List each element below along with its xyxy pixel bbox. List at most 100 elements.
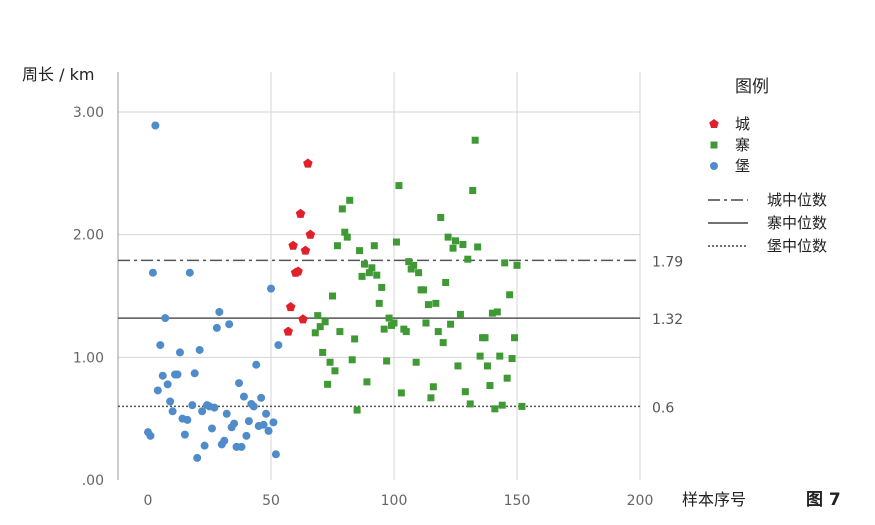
data-point-square xyxy=(395,182,403,190)
reference-lines: 1.79 1.32 0.6 xyxy=(118,254,683,416)
data-point-square xyxy=(503,374,511,382)
y-tick-label: 1.00 xyxy=(73,350,104,366)
data-point-circle xyxy=(173,370,182,379)
data-point-circle xyxy=(198,407,207,416)
data-point-square xyxy=(424,301,432,309)
data-point-square xyxy=(378,283,386,291)
data-point-square xyxy=(456,310,464,318)
legend-line-label: 堡中位数 xyxy=(767,237,827,255)
reference-line-label: 0.6 xyxy=(652,400,674,416)
data-point-circle xyxy=(271,450,280,459)
data-point-circle xyxy=(146,431,155,440)
axis-layer: .00 1.00 2.00 3.00 0 50 100 150 200 xyxy=(73,72,653,509)
data-point-pentagon xyxy=(285,302,296,312)
data-point-square xyxy=(444,233,452,241)
legend-line-label: 寨中位数 xyxy=(767,214,827,232)
legend-label: 寨 xyxy=(735,136,750,154)
x-tick-label: 0 xyxy=(144,493,153,509)
data-point-circle xyxy=(244,417,253,426)
data-point-circle xyxy=(225,320,234,329)
data-point-pentagon xyxy=(295,208,306,218)
data-point-square xyxy=(311,329,319,337)
legend-label: 堡 xyxy=(735,157,750,175)
legend-marker xyxy=(709,119,719,129)
data-point-pentagon xyxy=(288,240,298,250)
legend-label: 城 xyxy=(735,115,750,133)
data-point-square xyxy=(498,401,506,409)
data-point-square xyxy=(415,269,423,277)
data-point-circle xyxy=(168,407,177,416)
data-point-square xyxy=(471,136,479,144)
data-point-square xyxy=(385,314,393,322)
data-point-square xyxy=(370,242,378,250)
data-point-square xyxy=(488,309,496,317)
data-point-square xyxy=(346,196,354,204)
data-point-square xyxy=(410,261,418,269)
data-point-square xyxy=(373,271,381,279)
data-point-square xyxy=(476,352,484,360)
data-point-square xyxy=(427,394,435,402)
data-point-circle xyxy=(235,379,244,388)
data-point-square xyxy=(508,355,516,363)
data-point-circle xyxy=(188,401,197,410)
data-point-pentagon xyxy=(300,245,311,255)
data-point-square xyxy=(513,261,521,269)
data-point-circle xyxy=(212,323,221,332)
data-point-square xyxy=(518,402,526,410)
data-point-circle xyxy=(239,392,248,401)
data-point-square xyxy=(314,312,322,320)
data-point-square xyxy=(452,237,459,245)
data-point-square xyxy=(380,325,388,333)
data-point-square xyxy=(338,205,346,213)
data-point-square xyxy=(390,319,398,327)
data-point-square xyxy=(360,260,368,268)
data-point-square xyxy=(341,228,349,236)
data-point-square xyxy=(356,247,364,255)
data-point-pentagon xyxy=(305,229,316,239)
data-point-square xyxy=(321,318,329,326)
data-point-square xyxy=(407,265,415,273)
data-points xyxy=(144,121,526,462)
data-point-square xyxy=(439,339,447,347)
data-point-circle xyxy=(262,409,271,418)
data-point-square xyxy=(474,243,482,251)
data-point-square xyxy=(358,272,366,280)
data-point-square xyxy=(353,406,361,414)
data-point-circle xyxy=(220,436,229,445)
y-tick-label: 3.00 xyxy=(73,105,104,121)
data-point-square xyxy=(319,348,327,356)
legend-marker xyxy=(710,162,718,170)
data-point-square xyxy=(329,292,336,300)
data-point-square xyxy=(324,380,332,388)
data-point-circle xyxy=(257,393,266,402)
data-point-square xyxy=(486,382,494,390)
data-point-circle xyxy=(269,418,278,427)
y-axis-title: 周长 / km xyxy=(22,65,94,84)
legend-marker xyxy=(710,141,718,149)
data-point-circle xyxy=(210,403,219,412)
data-point-square xyxy=(343,233,351,241)
data-point-square xyxy=(429,383,437,391)
data-point-circle xyxy=(161,314,170,323)
data-point-square xyxy=(326,358,334,366)
data-point-circle xyxy=(259,420,268,429)
legend-line-label: 城中位数 xyxy=(767,191,827,209)
data-point-circle xyxy=(274,341,283,350)
data-point-square xyxy=(434,328,442,336)
data-point-square xyxy=(375,299,383,307)
data-point-square xyxy=(333,242,341,250)
data-point-square xyxy=(466,400,474,408)
data-point-square xyxy=(506,291,514,299)
data-point-square xyxy=(368,264,376,272)
legend-title: 图例 xyxy=(735,77,769,97)
data-point-square xyxy=(449,244,457,252)
data-point-circle xyxy=(264,426,273,435)
data-point-pentagon xyxy=(303,158,313,168)
x-axis-title: 样本序号 xyxy=(682,490,746,509)
data-point-square xyxy=(405,258,413,266)
y-tick-label: 2.00 xyxy=(73,228,104,244)
data-point-circle xyxy=(180,430,189,439)
data-point-circle xyxy=(158,371,167,380)
data-point-circle xyxy=(175,348,184,357)
